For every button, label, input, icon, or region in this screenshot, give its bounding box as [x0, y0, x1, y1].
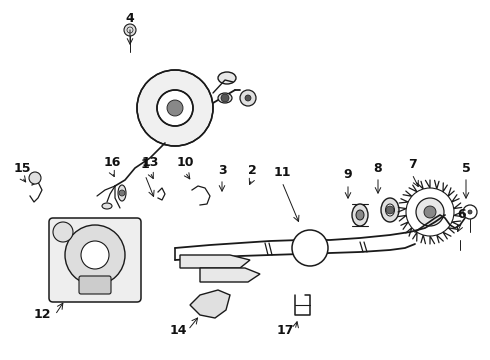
Circle shape [137, 70, 213, 146]
Circle shape [81, 241, 109, 269]
Text: 5: 5 [462, 162, 470, 175]
Ellipse shape [102, 203, 112, 209]
Text: 3: 3 [218, 163, 226, 176]
Circle shape [221, 94, 229, 102]
Polygon shape [200, 268, 260, 282]
Text: 8: 8 [374, 162, 382, 175]
Text: 16: 16 [103, 157, 121, 170]
Text: 13: 13 [141, 157, 159, 170]
Circle shape [29, 172, 41, 184]
Text: 4: 4 [125, 12, 134, 24]
Text: 10: 10 [176, 157, 194, 170]
Circle shape [468, 210, 472, 214]
Text: 17: 17 [276, 324, 294, 337]
Circle shape [245, 95, 251, 101]
Ellipse shape [381, 198, 399, 222]
Polygon shape [180, 255, 250, 268]
FancyBboxPatch shape [79, 276, 111, 294]
Text: 14: 14 [169, 324, 187, 337]
Text: 6: 6 [458, 208, 466, 221]
Circle shape [386, 206, 394, 214]
Polygon shape [190, 290, 230, 318]
Circle shape [292, 230, 328, 266]
Text: 12: 12 [33, 309, 51, 321]
Circle shape [416, 198, 444, 226]
Ellipse shape [356, 210, 364, 220]
Text: 1: 1 [141, 158, 149, 171]
Ellipse shape [386, 204, 394, 216]
Circle shape [424, 206, 436, 218]
Circle shape [119, 190, 125, 196]
Ellipse shape [218, 72, 236, 84]
Text: 7: 7 [408, 158, 416, 171]
Ellipse shape [352, 204, 368, 226]
Circle shape [65, 225, 125, 285]
Ellipse shape [218, 93, 232, 103]
Text: 11: 11 [273, 166, 291, 180]
Text: 15: 15 [13, 162, 31, 175]
Circle shape [167, 100, 183, 116]
Circle shape [406, 188, 454, 236]
Circle shape [124, 24, 136, 36]
Text: 2: 2 [247, 163, 256, 176]
Circle shape [157, 90, 193, 126]
FancyBboxPatch shape [49, 218, 141, 302]
Circle shape [240, 90, 256, 106]
Ellipse shape [118, 185, 126, 201]
Circle shape [53, 222, 73, 242]
Text: 9: 9 [343, 168, 352, 181]
